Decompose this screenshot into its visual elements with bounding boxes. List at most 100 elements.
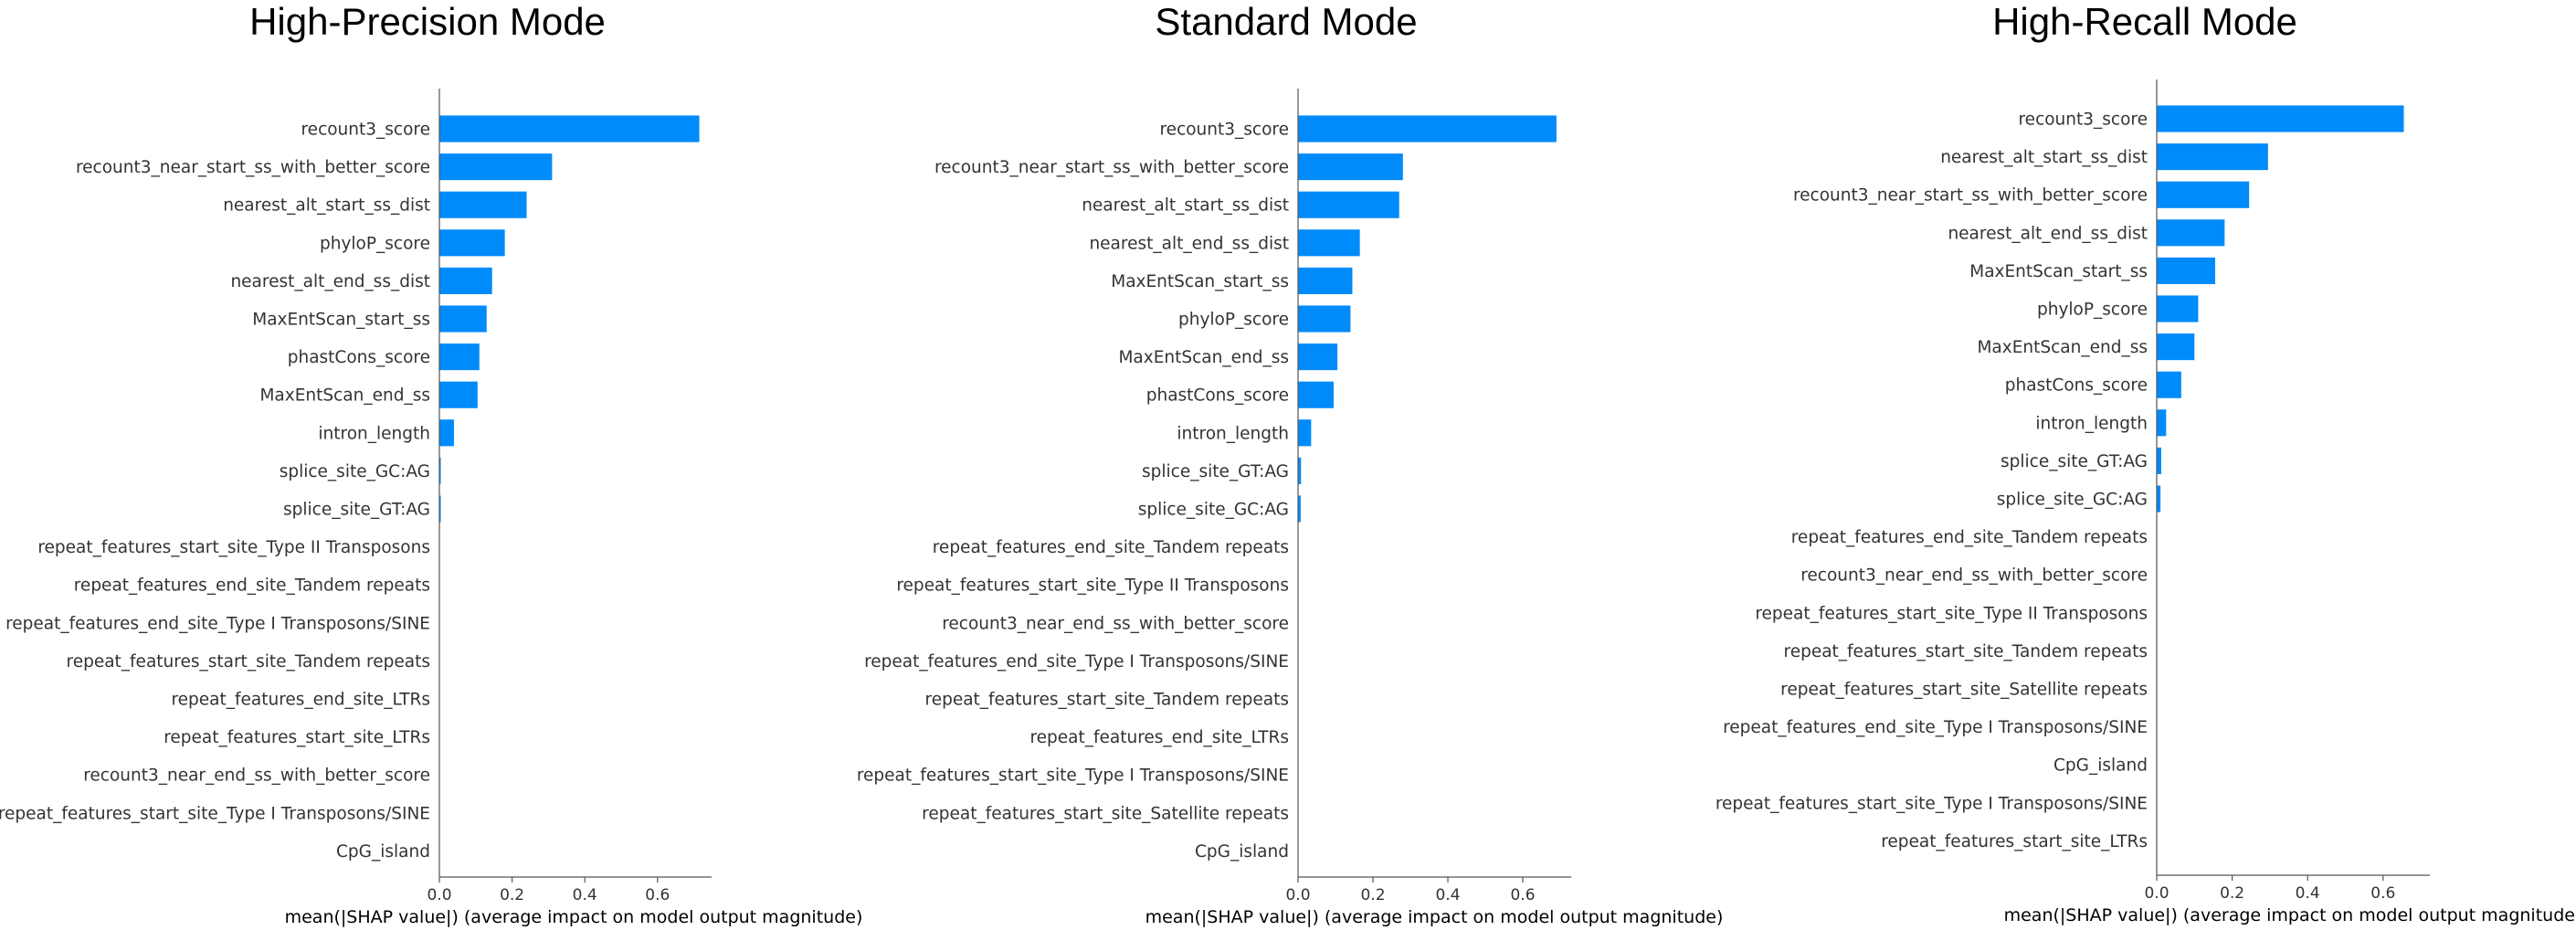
x-tick-label: 0.2 — [500, 886, 524, 904]
bar — [2157, 105, 2404, 132]
feature-label: MaxEntScan_start_ss — [252, 311, 430, 330]
feature-label: repeat_features_end_site_Type I Transpos… — [5, 614, 430, 633]
x-axis-label: mean(|SHAP value|) (average impact on mo… — [285, 907, 863, 927]
feature-label: repeat_features_start_site_LTRs — [164, 728, 430, 747]
feature-label: CpG_island — [336, 842, 430, 862]
bar — [439, 419, 454, 447]
feature-label: recount3_near_start_ss_with_better_score — [76, 158, 430, 177]
bar — [1298, 191, 1399, 218]
feature-label: nearest_alt_end_ss_dist — [1089, 234, 1289, 253]
x-tick-label: 0.6 — [645, 886, 670, 904]
bar — [439, 344, 480, 371]
panel-title: High-Precision Mode — [249, 0, 606, 43]
bar — [1298, 267, 1353, 294]
feature-label: phyloP_score — [2037, 301, 2148, 320]
feature-label: MaxEntScan_end_ss — [259, 386, 430, 406]
feature-label: MaxEntScan_end_ss — [1118, 348, 1289, 367]
x-tick-label: 0.4 — [1435, 886, 1460, 904]
feature-label: CpG_island — [1195, 842, 1289, 862]
bar — [1298, 457, 1302, 484]
feature-label: repeat_features_start_site_Type I Transp… — [1716, 794, 2148, 813]
panel-title: High-Recall Mode — [1992, 0, 2297, 43]
bar — [2157, 219, 2225, 247]
feature-label: nearest_alt_end_ss_dist — [230, 272, 430, 291]
feature-label: intron_length — [1177, 424, 1289, 443]
bar — [1298, 495, 1301, 523]
feature-label: phastCons_score — [288, 348, 430, 367]
feature-label: repeat_features_start_site_Type II Trans… — [1755, 604, 2148, 623]
feature-label: recount3_near_end_ss_with_better_score — [1800, 566, 2148, 586]
feature-label: nearest_alt_end_ss_dist — [1948, 224, 2148, 243]
feature-label: splice_site_GC:AG — [280, 462, 430, 481]
feature-label: recount3_score — [1159, 121, 1289, 140]
bar — [439, 229, 505, 257]
feature-label: recount3_near_end_ss_with_better_score — [83, 767, 430, 786]
feature-label: nearest_alt_start_ss_dist — [223, 196, 430, 216]
feature-label: phyloP_score — [1178, 311, 1289, 330]
bar — [439, 267, 492, 294]
feature-label: repeat_features_start_site_Type I Transp… — [857, 767, 1289, 786]
x-tick-label: 0.0 — [427, 886, 451, 904]
feature-label: phastCons_score — [2005, 376, 2148, 396]
feature-label: recount3_near_end_ss_with_better_score — [942, 614, 1289, 633]
x-axis-label: mean(|SHAP value|) (average impact on mo… — [1145, 907, 1724, 927]
feature-label: splice_site_GT:AG — [2001, 452, 2148, 471]
feature-label: intron_length — [318, 424, 430, 443]
bar — [439, 191, 527, 218]
feature-label: repeat_features_start_site_Tandem repeat… — [925, 691, 1290, 710]
feature-label: MaxEntScan_start_ss — [1969, 262, 2148, 281]
feature-label: splice_site_GC:AG — [1997, 491, 2148, 510]
feature-label: repeat_features_end_site_LTRs — [171, 691, 430, 710]
feature-label: repeat_features_start_site_Satellite rep… — [922, 804, 1289, 823]
feature-label: repeat_features_start_site_Satellite rep… — [1780, 681, 2148, 700]
x-tick-label: 0.2 — [1360, 886, 1385, 904]
feature-label: repeat_features_end_site_Tandem repeats — [74, 576, 430, 596]
feature-label: repeat_features_start_site_Type II Trans… — [896, 576, 1289, 596]
feature-label: recount3_near_start_ss_with_better_score — [934, 158, 1289, 177]
feature-label: splice_site_GT:AG — [283, 501, 430, 520]
x-tick-label: 0.6 — [1510, 886, 1535, 904]
bar — [439, 153, 553, 181]
bar — [2157, 257, 2216, 284]
bar — [439, 381, 478, 408]
bar — [1298, 305, 1351, 333]
feature-label: repeat_features_start_site_LTRs — [1881, 832, 2148, 851]
feature-label: MaxEntScan_end_ss — [1977, 338, 2148, 357]
panel-title: Standard Mode — [1155, 0, 1417, 43]
bar — [2157, 485, 2161, 513]
bar — [439, 457, 441, 484]
feature-label: phastCons_score — [1146, 386, 1289, 406]
feature-label: MaxEntScan_start_ss — [1111, 272, 1289, 291]
bar — [2157, 371, 2181, 398]
bar — [2157, 143, 2268, 171]
bar — [1298, 115, 1557, 143]
bar — [1298, 344, 1338, 371]
feature-label: repeat_features_end_site_Tandem repeats — [1791, 528, 2148, 547]
feature-label: recount3_score — [2018, 111, 2148, 130]
bar — [1298, 381, 1334, 408]
feature-label: nearest_alt_start_ss_dist — [1082, 196, 1289, 216]
bar — [2157, 181, 2250, 208]
feature-label: repeat_features_end_site_LTRs — [1029, 728, 1289, 747]
bar — [1298, 229, 1360, 257]
bar — [2157, 409, 2167, 437]
bar — [439, 495, 441, 523]
x-axis-label: mean(|SHAP value|) (average impact on mo… — [2004, 905, 2576, 925]
bar — [2157, 333, 2195, 361]
bar — [2157, 295, 2199, 322]
bar — [2157, 447, 2161, 474]
feature-label: recount3_near_start_ss_with_better_score — [1793, 186, 2148, 206]
feature-label: nearest_alt_start_ss_dist — [1940, 148, 2148, 167]
x-tick-label: 0.0 — [2144, 884, 2169, 903]
bar — [1298, 153, 1403, 181]
feature-label: repeat_features_end_site_Tandem repeats — [933, 538, 1289, 557]
feature-label: repeat_features_start_site_Tandem repeat… — [67, 652, 431, 671]
x-tick-label: 0.0 — [1285, 886, 1310, 904]
x-tick-label: 0.2 — [2220, 884, 2244, 903]
x-tick-label: 0.4 — [573, 886, 597, 904]
bar — [439, 305, 487, 333]
feature-label: phyloP_score — [320, 234, 430, 253]
feature-label: repeat_features_end_site_Type I Transpos… — [864, 652, 1289, 671]
bar — [1298, 419, 1312, 447]
